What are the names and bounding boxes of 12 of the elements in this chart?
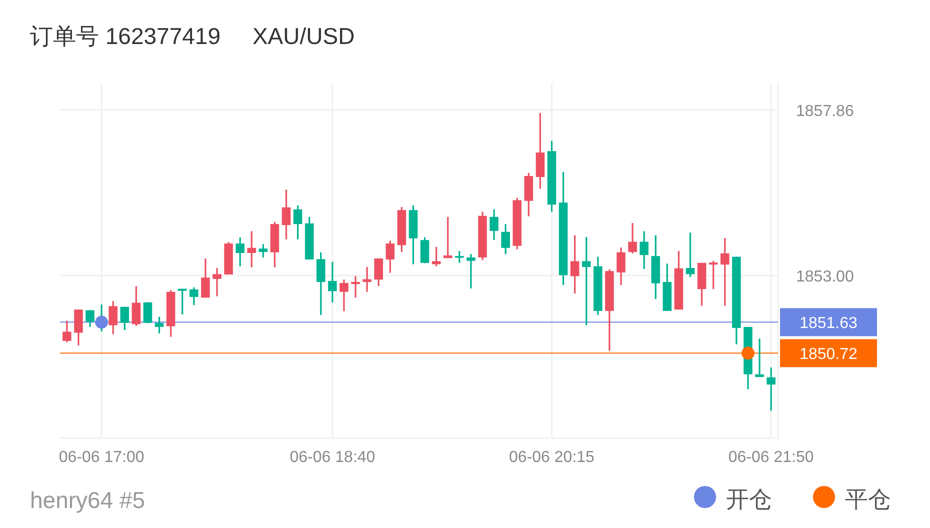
ref-line-label: 1851.63	[800, 315, 858, 332]
ref-line-label: 1850.72	[800, 346, 858, 364]
x-tick-label: 06-06 21:50	[728, 449, 814, 466]
x-tick-label: 06-06 20:15	[509, 449, 595, 466]
y-tick-label: 1853.00	[796, 268, 854, 286]
legend-label: 开仓	[726, 486, 772, 512]
legend-label: 平仓	[845, 486, 891, 512]
y-tick-label: 1857.86	[796, 102, 854, 120]
annotations: henry64 #5	[30, 487, 146, 513]
x-tick-label: 06-06 17:00	[58, 449, 144, 466]
x-tick-label: 06-06 18:40	[290, 449, 376, 466]
title: 订单号 162377419 XAU/USD	[30, 23, 355, 49]
